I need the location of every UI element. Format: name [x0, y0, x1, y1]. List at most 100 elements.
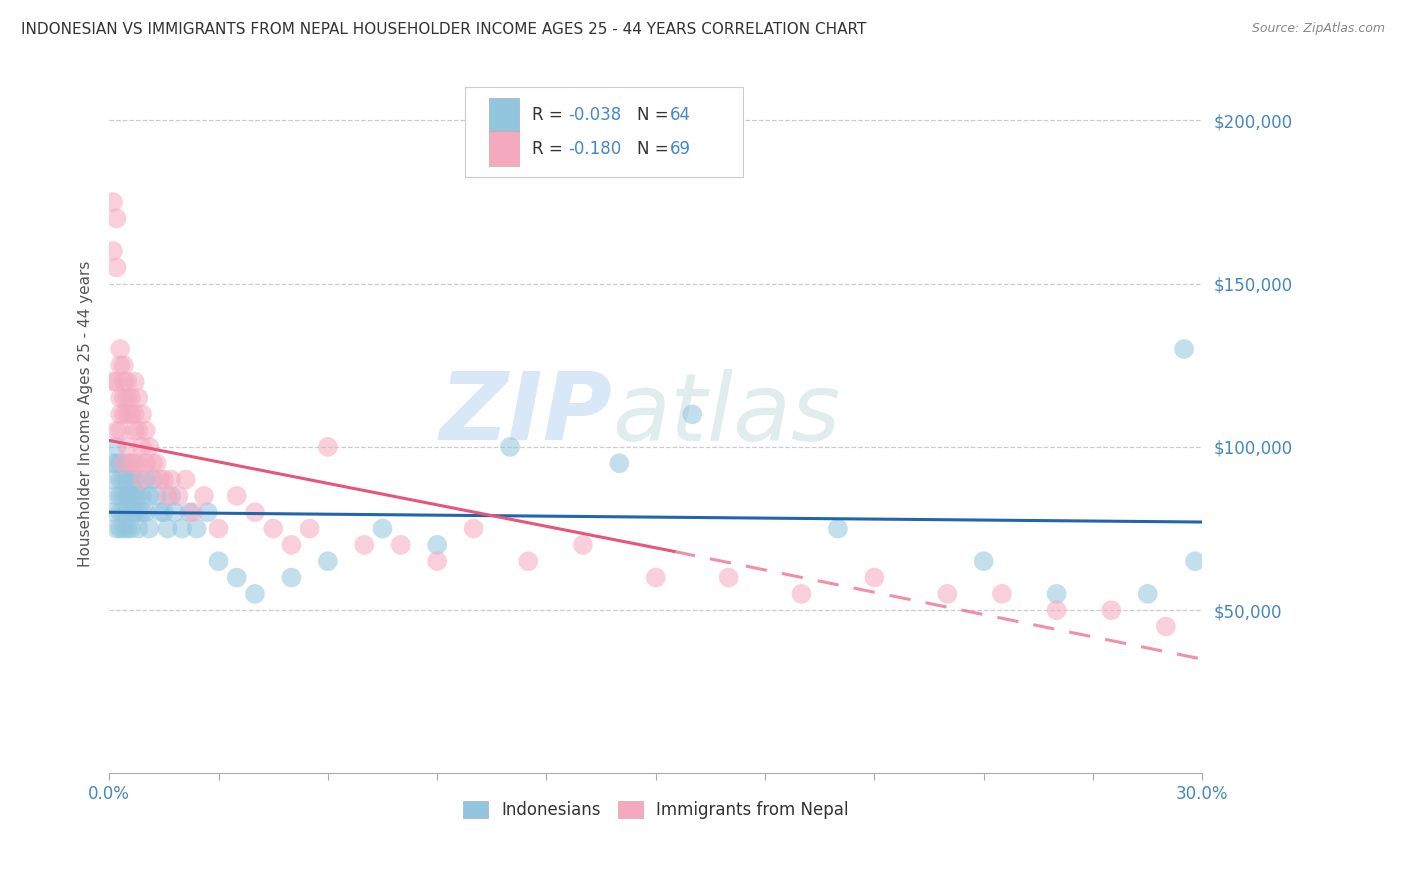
Point — [127, 456, 149, 470]
Point — [225, 570, 247, 584]
Point — [108, 424, 131, 438]
Point — [371, 522, 394, 536]
Point — [426, 554, 449, 568]
Point — [105, 260, 128, 275]
Point — [105, 211, 128, 226]
Point — [973, 554, 995, 568]
Point — [149, 473, 172, 487]
Point — [389, 538, 412, 552]
Point — [207, 522, 229, 536]
Y-axis label: Householder Income Ages 25 - 44 years: Householder Income Ages 25 - 44 years — [79, 261, 93, 567]
Point — [112, 456, 135, 470]
Point — [1045, 603, 1067, 617]
Text: ZIP: ZIP — [439, 368, 612, 460]
Point — [225, 489, 247, 503]
Point — [135, 505, 157, 519]
Point — [108, 359, 131, 373]
Point — [108, 407, 131, 421]
Point — [120, 473, 142, 487]
Point — [179, 505, 201, 519]
Point — [124, 456, 146, 470]
Point — [1154, 619, 1177, 633]
Point — [193, 489, 215, 503]
Point — [117, 391, 139, 405]
Point — [112, 505, 135, 519]
Point — [124, 375, 146, 389]
Point — [120, 456, 142, 470]
Point — [101, 195, 124, 210]
Point — [112, 391, 135, 405]
Point — [681, 407, 703, 421]
Point — [117, 489, 139, 503]
Point — [112, 359, 135, 373]
Point — [120, 391, 142, 405]
Point — [101, 456, 124, 470]
Text: R =: R = — [533, 106, 568, 124]
Point — [138, 489, 160, 503]
Point — [181, 505, 204, 519]
Point — [124, 407, 146, 421]
Point — [108, 473, 131, 487]
Point — [105, 489, 128, 503]
Point — [135, 424, 157, 438]
Point — [207, 554, 229, 568]
Point — [101, 244, 124, 258]
Point — [120, 522, 142, 536]
Point — [105, 456, 128, 470]
Point — [101, 473, 124, 487]
Point — [174, 473, 197, 487]
Point — [108, 489, 131, 503]
Bar — [488, 97, 519, 132]
Point — [156, 522, 179, 536]
Point — [105, 522, 128, 536]
Point — [120, 489, 142, 503]
Point — [186, 522, 208, 536]
Point — [316, 440, 339, 454]
Point — [160, 473, 183, 487]
Point — [243, 505, 266, 519]
Point — [153, 505, 176, 519]
Point — [1099, 603, 1122, 617]
Point — [463, 522, 485, 536]
Point — [105, 424, 128, 438]
Text: N =: N = — [637, 139, 673, 158]
Point — [131, 489, 153, 503]
Point — [117, 456, 139, 470]
FancyBboxPatch shape — [464, 87, 744, 178]
Point — [145, 456, 167, 470]
Text: 69: 69 — [671, 139, 690, 158]
Point — [127, 505, 149, 519]
Point — [280, 570, 302, 584]
Point — [426, 538, 449, 552]
Point — [117, 375, 139, 389]
Point — [517, 554, 540, 568]
Text: -0.180: -0.180 — [568, 139, 621, 158]
Point — [127, 489, 149, 503]
Point — [149, 505, 172, 519]
Point — [135, 473, 157, 487]
Point — [353, 538, 375, 552]
Point — [101, 505, 124, 519]
Point — [108, 391, 131, 405]
Point — [108, 456, 131, 470]
Point — [124, 473, 146, 487]
Point — [105, 375, 128, 389]
Point — [127, 391, 149, 405]
Point — [112, 522, 135, 536]
Point — [197, 505, 219, 519]
Point — [124, 424, 146, 438]
Point — [280, 538, 302, 552]
Text: atlas: atlas — [612, 368, 841, 459]
Point — [1184, 554, 1206, 568]
Point — [127, 424, 149, 438]
Point — [117, 473, 139, 487]
Point — [827, 522, 849, 536]
Point — [153, 473, 176, 487]
Point — [108, 522, 131, 536]
Point — [243, 587, 266, 601]
Point — [117, 407, 139, 421]
Point — [142, 456, 165, 470]
Point — [124, 505, 146, 519]
Point — [124, 489, 146, 503]
Point — [863, 570, 886, 584]
